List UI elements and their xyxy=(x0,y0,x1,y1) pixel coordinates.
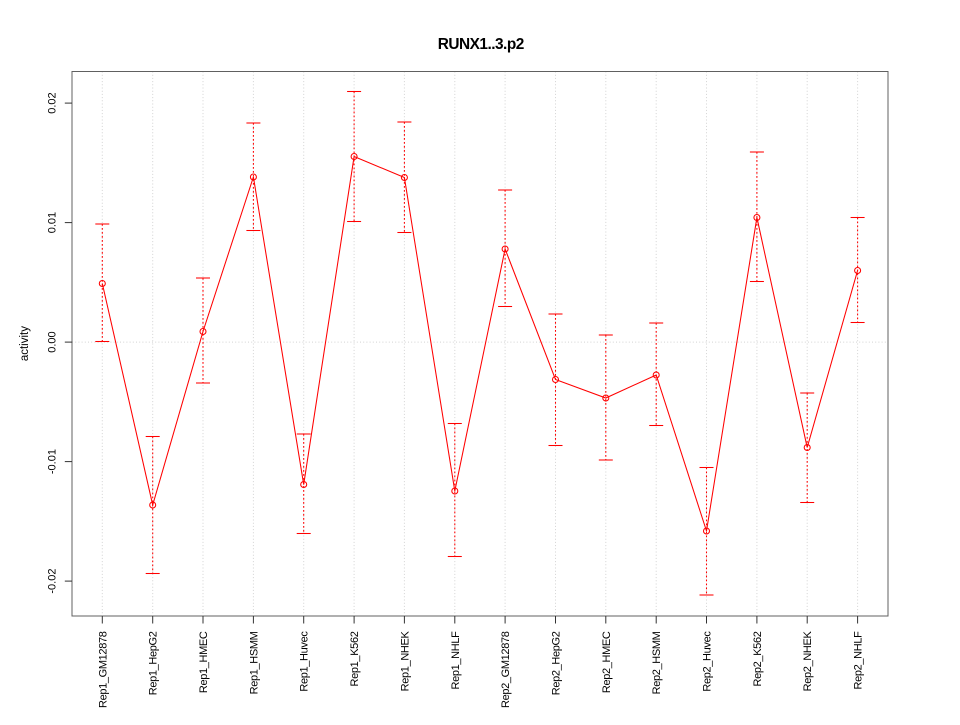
svg-text:Rep2_HSMM: Rep2_HSMM xyxy=(651,631,663,694)
svg-text:Rep2_Huvec: Rep2_Huvec xyxy=(702,631,714,692)
svg-text:Rep1_HSMM: Rep1_HSMM xyxy=(248,631,260,694)
svg-text:-0.01: -0.01 xyxy=(46,449,58,474)
svg-text:activity: activity xyxy=(19,326,31,361)
svg-text:Rep1_K562: Rep1_K562 xyxy=(349,631,361,686)
svg-text:Rep1_HMEC: Rep1_HMEC xyxy=(198,631,210,693)
svg-text:Rep2_GM12878: Rep2_GM12878 xyxy=(500,631,512,708)
svg-text:0.02: 0.02 xyxy=(46,92,58,113)
svg-text:Rep2_NHEK: Rep2_NHEK xyxy=(802,630,814,691)
svg-text:Rep1_HepG2: Rep1_HepG2 xyxy=(148,631,160,695)
svg-text:RUNX1..3.p2: RUNX1..3.p2 xyxy=(438,36,524,53)
svg-text:Rep1_GM12878: Rep1_GM12878 xyxy=(97,631,109,708)
svg-text:Rep1_NHLF: Rep1_NHLF xyxy=(450,631,462,690)
svg-text:Rep1_NHEK: Rep1_NHEK xyxy=(399,630,411,691)
svg-text:Rep2_HepG2: Rep2_HepG2 xyxy=(551,631,563,695)
svg-text:Rep2_HMEC: Rep2_HMEC xyxy=(601,631,613,693)
svg-text:-0.02: -0.02 xyxy=(46,569,58,594)
svg-text:Rep2_K562: Rep2_K562 xyxy=(752,631,764,686)
svg-text:0.01: 0.01 xyxy=(46,212,58,233)
svg-text:Rep1_Huvec: Rep1_Huvec xyxy=(299,631,311,692)
svg-text:0.00: 0.00 xyxy=(46,331,58,352)
svg-text:Rep2_NHLF: Rep2_NHLF xyxy=(853,631,865,690)
